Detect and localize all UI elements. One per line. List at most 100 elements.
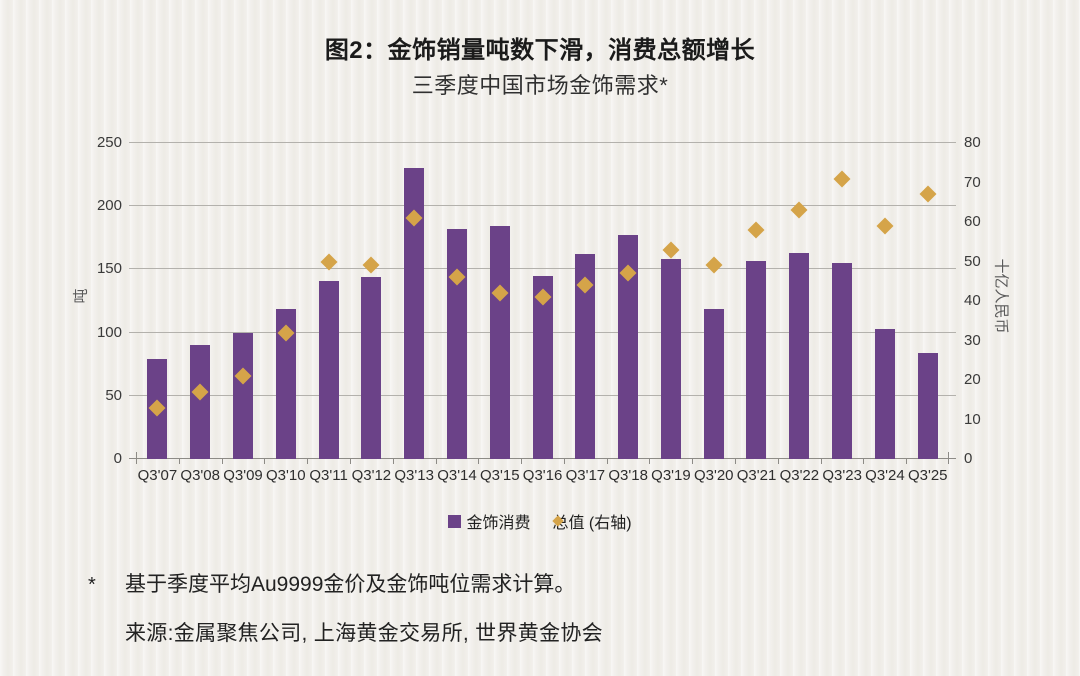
right-axis-title: 十亿人民币 xyxy=(992,258,1010,334)
x-axis-tick xyxy=(692,459,694,464)
y-axis-tick-label-left: 150 xyxy=(96,260,122,278)
footnote-marker: * xyxy=(88,574,96,596)
x-axis-tick xyxy=(349,459,351,464)
plot-area: 0 50 100 150 200 250 0 10 20 30 40 50 60 70 80 xyxy=(97,134,981,467)
y-axis-tick-label-right: 50 xyxy=(964,252,981,270)
y-axis-tick-label-right: 10 xyxy=(964,410,981,428)
x-axis-category-label: Q3'22 xyxy=(779,467,820,484)
bar xyxy=(575,254,596,459)
bar xyxy=(789,252,810,459)
bar xyxy=(361,276,382,459)
legend-label: 总值 (右轴) xyxy=(552,515,632,532)
diamond-marker xyxy=(662,241,680,259)
x-axis-labels: Q3'07 Q3'08 Q3'09 Q3'10 Q3'11 Q3'12 Q3'13 Q3'14… xyxy=(136,467,949,484)
bar xyxy=(190,345,211,459)
footnote-text: 基于季度平均Au9999金价及金饰吨位需求计算。 xyxy=(125,573,576,596)
diamond-marker xyxy=(833,170,851,188)
y-axis-tick-label-left: 100 xyxy=(96,323,122,341)
axis-endcap xyxy=(136,452,137,459)
legend-item: 金饰消费 xyxy=(448,509,530,533)
bar xyxy=(618,235,639,459)
bar xyxy=(446,228,467,459)
gridline xyxy=(129,142,956,143)
x-axis-category-label: Q3'17 xyxy=(565,467,606,484)
x-axis-category-label: Q3'15 xyxy=(479,467,520,484)
x-axis-category-label: Q3'19 xyxy=(651,467,691,484)
x-axis-category-label: Q3'10 xyxy=(266,467,306,484)
chart-title: 图2：金饰销量吨数下滑，消费总额增长 xyxy=(324,37,756,64)
y-axis-tick-label-right: 80 xyxy=(964,134,981,151)
x-axis-tick xyxy=(178,459,180,464)
x-axis-tick xyxy=(777,459,779,464)
diamond-marker xyxy=(747,221,765,239)
y-axis-tick-label-right: 40 xyxy=(964,292,981,309)
x-axis-tick xyxy=(435,459,437,464)
footnote: * 基于季度平均Au9999金价及金饰吨位需求计算。 xyxy=(88,568,575,598)
x-axis-category-label: Q3'16 xyxy=(522,467,563,484)
x-axis-tick xyxy=(820,459,822,464)
x-axis-tick xyxy=(649,459,651,464)
axis-endcap xyxy=(948,452,949,459)
x-axis-tick xyxy=(221,459,223,464)
x-axis-tick xyxy=(307,459,309,464)
bar xyxy=(489,226,510,459)
y-axis-tick-label-right: 60 xyxy=(964,213,981,230)
bar xyxy=(404,168,425,459)
x-axis-tick xyxy=(735,459,737,464)
bar xyxy=(917,352,938,459)
x-axis-category-label: Q3'23 xyxy=(822,467,862,484)
diamond-marker xyxy=(705,256,723,274)
y-axis-tick-label-left: 0 xyxy=(113,450,122,467)
y-axis-tick-label-left: 200 xyxy=(96,197,122,215)
x-axis-category-label: Q3'13 xyxy=(394,467,434,484)
x-axis-tick xyxy=(563,459,565,464)
x-axis-tick xyxy=(478,459,480,464)
x-axis-category-label: Q3'24 xyxy=(865,467,905,484)
bar xyxy=(532,275,553,459)
x-axis-tick xyxy=(863,459,865,464)
x-axis-category-label: Q3'21 xyxy=(736,467,777,484)
legend-label: 金饰消费 xyxy=(466,515,531,532)
x-axis-tick xyxy=(264,459,266,464)
x-axis-category-label: Q3'20 xyxy=(693,467,734,484)
gridline xyxy=(129,268,956,270)
y-axis-tick-label-right: 30 xyxy=(964,331,981,349)
x-axis-category-label: Q3'08 xyxy=(180,467,220,484)
x-axis-tick xyxy=(906,459,908,464)
bar xyxy=(832,263,853,459)
left-axis-title: 吨 xyxy=(72,288,90,304)
y-axis-tick-label-right: 20 xyxy=(964,371,981,388)
bar xyxy=(874,328,895,459)
bar xyxy=(703,308,724,459)
x-axis-tick xyxy=(521,459,523,464)
diamond-marker xyxy=(790,201,808,219)
legend-square-marker xyxy=(448,514,462,528)
x-axis-category-label: Q3'18 xyxy=(608,467,648,484)
diamond-marker xyxy=(919,185,937,203)
legend-item: 总值 (右轴) xyxy=(552,509,631,533)
bar xyxy=(660,259,681,459)
y-axis-tick-label-right: 0 xyxy=(964,450,973,467)
bar xyxy=(232,332,253,459)
y-axis-tick-label-left: 50 xyxy=(105,386,122,404)
bar xyxy=(746,260,767,459)
x-axis-category-label: Q3'14 xyxy=(437,467,477,484)
bar xyxy=(318,280,339,459)
gridline xyxy=(129,205,956,207)
chart-subtitle: 三季度中国市场金饰需求* xyxy=(411,73,669,98)
x-axis-category-label: Q3'25 xyxy=(907,467,948,484)
x-axis-tick xyxy=(392,459,394,464)
y-axis-tick-label-left: 250 xyxy=(96,134,122,151)
diamond-marker xyxy=(876,217,894,235)
x-axis-tick xyxy=(136,459,137,464)
x-axis-category-label: Q3'07 xyxy=(137,467,178,484)
y-axis-tick-label-right: 70 xyxy=(964,173,981,191)
diamond-marker xyxy=(362,256,380,274)
source-line: 来源:金属聚焦公司, 上海黄金交易所, 世界黄金协会 xyxy=(125,622,603,645)
legend: 金饰消费 总值 (右轴) xyxy=(0,509,1080,533)
x-axis-category-label: Q3'11 xyxy=(309,467,348,484)
x-axis-tick xyxy=(948,459,949,464)
bar xyxy=(275,308,296,459)
x-axis-category-label: Q3'09 xyxy=(223,467,263,484)
